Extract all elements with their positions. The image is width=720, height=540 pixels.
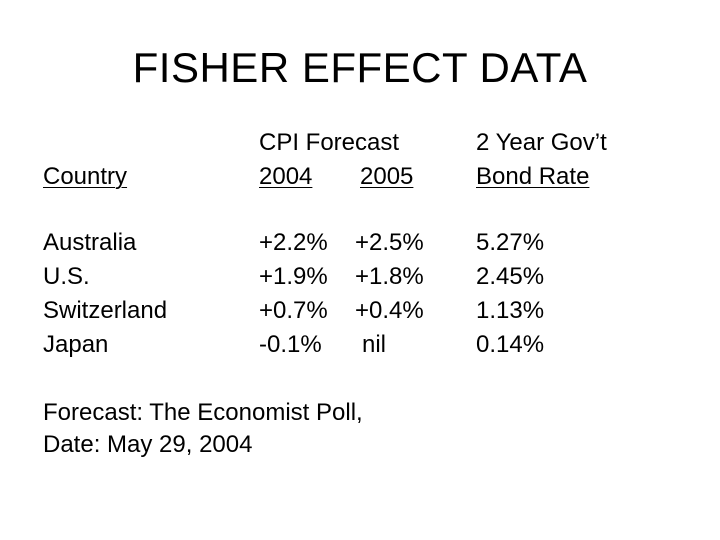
table-row-cpi-2005: +2.5%	[355, 229, 424, 256]
header-year-2005: 2005	[360, 163, 414, 190]
footer-source: Forecast: The Economist Poll,	[43, 399, 363, 426]
slide-title: FISHER EFFECT DATA	[132, 44, 588, 91]
footer-date: Date: May 29, 2004	[43, 431, 253, 458]
table-row-cpi-2004: +2.2%	[259, 229, 328, 256]
header-bond-line2: Bond Rate	[476, 163, 590, 190]
table-row-bond-rate: 1.13%	[476, 297, 545, 324]
table-row-cpi-2005: +1.8%	[355, 263, 424, 290]
table-row-bond-rate: 5.27%	[476, 229, 545, 256]
header-year-2004: 2004	[259, 163, 313, 190]
table-row-cpi-2004: +0.7%	[259, 297, 328, 324]
table-row-country: U.S.	[43, 263, 90, 290]
table-row-cpi-2005: nil	[362, 331, 387, 358]
table-row-cpi-2005: +0.4%	[355, 297, 424, 324]
header-bond-line1: 2 Year Gov’t	[476, 129, 607, 156]
header-country: Country	[43, 163, 128, 190]
table-row-country: Japan	[43, 331, 109, 358]
table-row-country: Switzerland	[43, 297, 168, 324]
table-row-country: Australia	[43, 229, 137, 256]
table-row-bond-rate: 0.14%	[476, 331, 545, 358]
table-row-cpi-2004: +1.9%	[259, 263, 328, 290]
header-cpi-forecast: CPI Forecast	[259, 129, 400, 156]
table-row-bond-rate: 2.45%	[476, 263, 545, 290]
table-row-cpi-2004: -0.1%	[259, 331, 322, 358]
